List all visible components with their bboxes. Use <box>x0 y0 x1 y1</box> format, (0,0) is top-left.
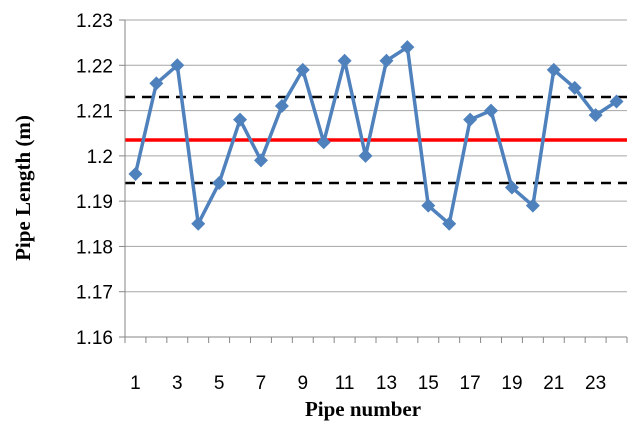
y-tick-label: 1.17 <box>76 283 113 304</box>
x-tick-label: 15 <box>418 373 439 394</box>
y-tick-label: 1.22 <box>76 56 113 77</box>
data-point-marker <box>191 216 206 231</box>
data-point-marker <box>253 153 268 168</box>
y-tick-label: 1.19 <box>76 192 113 213</box>
x-tick-label: 9 <box>298 373 309 394</box>
x-tick-label: 23 <box>585 373 606 394</box>
data-point-marker <box>212 176 227 191</box>
data-point-marker <box>546 62 561 77</box>
data-point-marker <box>149 76 164 91</box>
y-tick-labels: 1.16 1.17 1.18 1.19 1.2 1.21 1.22 1.23 <box>76 11 113 349</box>
data-point-marker <box>170 58 185 73</box>
data-point-marker <box>400 40 415 55</box>
x-tick-label: 11 <box>335 373 355 394</box>
data-point-marker <box>588 108 603 123</box>
data-point-marker <box>442 216 457 231</box>
data-point-marker <box>128 166 143 181</box>
x-tick-label: 7 <box>256 373 267 394</box>
y-tick-label: 1.21 <box>76 102 113 123</box>
x-tick-labels: 1 3 5 7 9 11 13 15 17 19 21 23 <box>130 373 606 394</box>
x-tick-label: 17 <box>460 373 481 394</box>
data-point-marker <box>525 198 540 213</box>
data-point-marker <box>233 112 248 127</box>
axes <box>119 19 628 343</box>
y-axis-title: Pipe Length (m) <box>11 115 35 261</box>
data-point-marker <box>504 180 519 195</box>
series-lines <box>133 45 618 226</box>
data-point-marker <box>358 148 373 163</box>
y-tick-label: 1.2 <box>87 147 113 168</box>
x-tick-label: 19 <box>501 373 522 394</box>
data-point-marker <box>274 99 289 114</box>
data-point-marker <box>316 135 331 150</box>
data-markers <box>128 40 624 231</box>
x-tick-label: 1 <box>130 373 141 394</box>
x-tick-label: 13 <box>376 373 397 394</box>
data-point-marker <box>463 112 478 127</box>
data-point-marker <box>567 80 582 95</box>
data-point-marker <box>295 62 310 77</box>
data-point-marker <box>421 198 436 213</box>
data-point-marker <box>609 94 624 109</box>
y-tick-label: 1.16 <box>76 328 113 349</box>
data-point-marker <box>484 103 499 118</box>
series-line <box>133 45 618 226</box>
data-point-marker <box>337 53 352 68</box>
data-point-marker <box>379 53 394 68</box>
x-tick-label: 5 <box>214 373 225 394</box>
y-tick-label: 1.18 <box>76 237 113 258</box>
x-tick-label: 3 <box>172 373 183 394</box>
x-tick-label: 21 <box>543 373 564 394</box>
y-tick-label: 1.23 <box>76 11 113 32</box>
x-axis-title: Pipe number <box>305 397 421 421</box>
